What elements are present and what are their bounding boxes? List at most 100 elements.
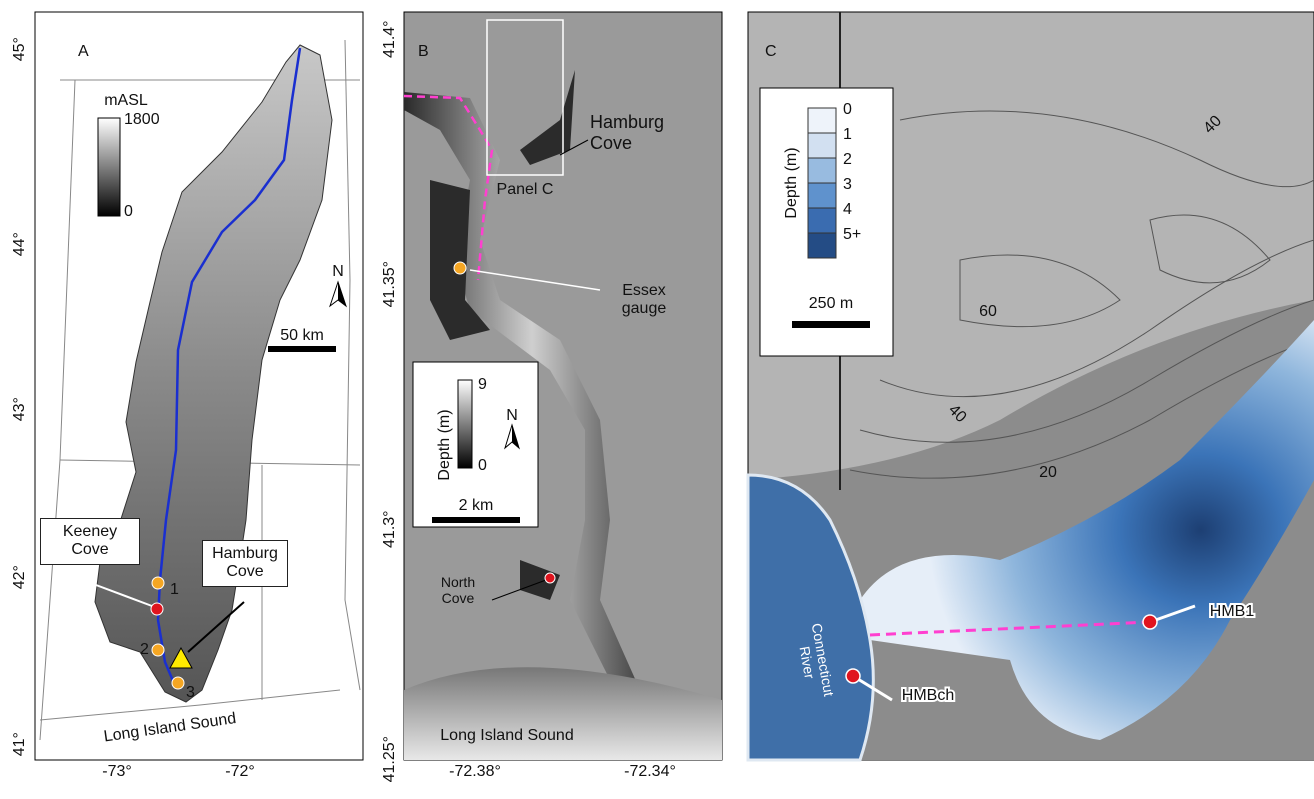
legend-swatch: [807, 107, 837, 134]
leader: [469, 269, 601, 291]
callout: North Cove: [440, 574, 476, 607]
leader: [1149, 604, 1196, 624]
north-label: N: [332, 263, 344, 280]
legend-label: 0: [124, 203, 133, 220]
inset-box: [486, 19, 564, 176]
lat-tick-label: 41.35°: [380, 260, 398, 308]
legend-title: Depth (m): [783, 147, 800, 218]
callout: Essex gauge: [621, 282, 667, 318]
legend-swatch: [807, 132, 837, 159]
panel-label: C: [765, 43, 777, 60]
legend-bar: [97, 117, 121, 217]
scale-bar: [268, 346, 336, 352]
sound: [404, 667, 722, 760]
site-marker: [845, 668, 861, 684]
scale-bar: [432, 517, 520, 523]
cove: [520, 70, 575, 165]
border: [39, 79, 76, 741]
panel-a: [34, 11, 364, 761]
legend-label: 3: [843, 176, 852, 193]
site-marker: [544, 572, 556, 584]
north-arrow: [338, 282, 346, 306]
site-label: HMBch: [902, 687, 954, 704]
legend-label: 0: [478, 457, 487, 474]
site-marker: [169, 646, 193, 669]
contour: [859, 299, 1314, 443]
site-marker: [150, 602, 164, 616]
water-label: Long Island Sound: [440, 727, 573, 744]
panel-label: B: [418, 43, 429, 60]
lon-tick-label: -72.34°: [624, 763, 676, 780]
lat-tick-label: 44°: [10, 232, 28, 257]
north-arrow: [512, 425, 519, 448]
contour: [849, 339, 1314, 479]
legend-bar: [457, 379, 473, 469]
site-label: 1: [170, 581, 179, 598]
north-label: N: [506, 407, 518, 424]
river-channel: [746, 473, 875, 762]
site-marker: [453, 261, 467, 275]
legend-swatch: [807, 232, 837, 259]
lon-tick-label: -72.38°: [449, 763, 501, 780]
lon-tick-label: -72°: [225, 763, 255, 780]
contour: [959, 254, 1121, 328]
leader: [187, 601, 245, 653]
panel-c: [746, 11, 1314, 762]
contour: [879, 239, 1314, 398]
river: [156, 47, 302, 689]
lat-tick-label: 42°: [10, 565, 28, 590]
scale-label: 2 km: [459, 497, 494, 514]
legend-label: 1: [843, 126, 852, 143]
contour: [1149, 214, 1271, 284]
estuary: [404, 92, 660, 700]
cove-bathymetry: [860, 320, 1314, 740]
legend-swatch: [807, 157, 837, 184]
legend-title: mASL: [104, 92, 148, 109]
site-marker: [171, 676, 185, 690]
site-label: HMB1: [1210, 603, 1255, 620]
callout: Hamburg Cove: [202, 540, 288, 587]
scale-label: 50 km: [280, 327, 324, 344]
legend-label: 4: [843, 201, 852, 218]
site-marker: [151, 643, 165, 657]
legend-label: 1800: [124, 111, 160, 128]
site-marker: [151, 576, 165, 590]
panel-b: [403, 11, 723, 761]
lat-tick-label: 41°: [10, 732, 28, 757]
lat-tick-label: 41.4°: [380, 20, 398, 58]
transect: [403, 94, 494, 281]
callout: Hamburg Cove: [590, 112, 665, 153]
border: [344, 39, 361, 691]
legend-swatch: [807, 207, 837, 234]
leader: [491, 579, 547, 601]
leader: [559, 139, 589, 156]
lat-tick-label: 41.3°: [380, 510, 398, 548]
cove: [520, 560, 560, 600]
contour: [899, 110, 1314, 188]
legend-classes: [807, 107, 837, 259]
transect: [869, 620, 1151, 637]
cove: [430, 180, 490, 340]
legend-label: 2: [843, 151, 852, 168]
scale-label: 250 m: [809, 295, 853, 312]
callout: Keeney Cove: [40, 518, 140, 565]
scale-bar: [792, 321, 870, 328]
legend-label: 9: [478, 376, 487, 393]
lat-tick-label: 43°: [10, 397, 28, 422]
coast: [39, 689, 341, 721]
lon-tick-label: -73°: [102, 763, 132, 780]
site-label: 3: [186, 684, 195, 701]
site-marker: [1142, 614, 1158, 630]
contour-label: 60: [979, 303, 997, 320]
leader: [87, 581, 153, 607]
site-label: 2: [140, 641, 149, 658]
lat-tick-label: 41.25°: [380, 735, 398, 783]
legend-title: Depth (m): [436, 409, 453, 480]
legend-swatch: [807, 182, 837, 209]
lat-tick-label: 45°: [10, 37, 28, 62]
legend-label: 5+: [843, 226, 861, 243]
panel-label: A: [78, 43, 89, 60]
watershed: [94, 44, 333, 703]
